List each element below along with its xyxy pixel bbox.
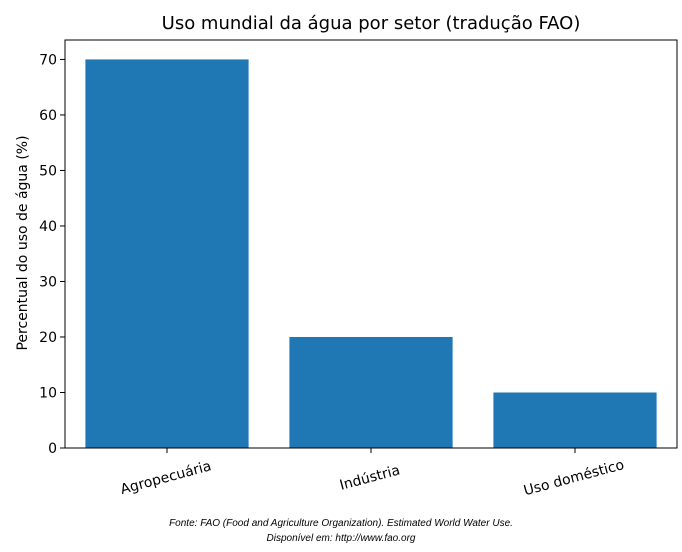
source-caption-line-1: Fonte: FAO (Food and Agriculture Organiz… [169,518,513,529]
x-tick-label: Agropecuária [119,458,213,498]
y-axis-label: Percentual do uso de água (%) [15,135,31,350]
chart-title: Uso mundial da água por setor (tradução … [162,13,581,34]
bar [493,392,657,448]
y-tick-label: 10 [39,385,57,401]
y-tick-label: 40 [39,219,57,235]
bar-chart: Uso mundial da água por setor (tradução … [15,13,678,499]
y-tick-label: 20 [39,330,57,346]
x-tick-label: Uso doméstico [522,457,626,499]
y-tick-label: 60 [39,108,57,124]
source-caption-line-2: Disponível em: http://www.fao.org [266,533,416,544]
y-tick-label: 30 [39,274,57,290]
x-tick-label: Indústria [338,462,402,493]
bar [85,59,249,449]
y-tick-label: 0 [48,441,57,457]
y-tick-label: 70 [39,52,57,68]
y-tick-label: 50 [39,163,57,179]
plot-frame [64,39,678,449]
bar [289,336,453,448]
